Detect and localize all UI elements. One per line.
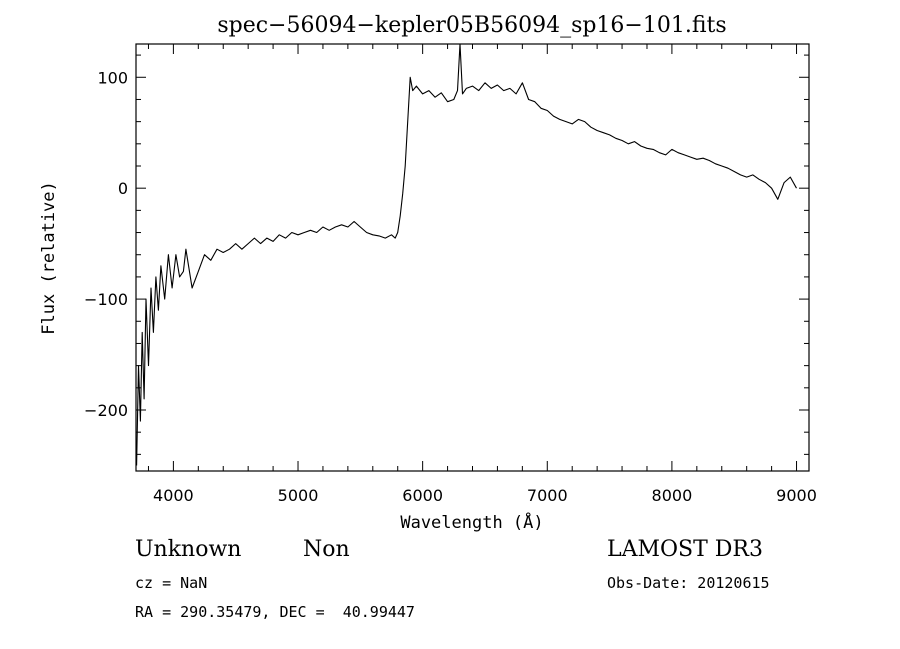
- plot-frame: [135, 43, 810, 472]
- axis-ticks: [136, 44, 809, 471]
- x-tick-label: 6000: [402, 486, 443, 505]
- x-tick-label: 9000: [776, 486, 817, 505]
- obs-date-text: Obs-Date: 20120615: [607, 574, 770, 592]
- redshift-text: cz = NaN: [135, 574, 208, 592]
- x-tick-label: 8000: [652, 486, 693, 505]
- coordinates-text: RA = 290.35479, DEC = 40.99447: [135, 603, 415, 621]
- y-tick-label: 100: [97, 68, 128, 87]
- chart-title: spec−56094−kepler05B56094_sp16−101.fits: [217, 13, 726, 38]
- y-tick-label: −200: [84, 401, 128, 420]
- y-tick-labels: −200 −100 0 100: [84, 68, 128, 420]
- x-tick-label: 5000: [278, 486, 319, 505]
- survey-label: LAMOST DR3: [607, 537, 763, 562]
- spectrum-line: [136, 43, 797, 466]
- x-tick-label: 4000: [153, 486, 194, 505]
- y-tick-label: −100: [84, 290, 128, 309]
- x-tick-label: 7000: [527, 486, 568, 505]
- y-axis-label: Flux (relative): [39, 181, 59, 335]
- x-axis-label: Wavelength (Å): [400, 511, 543, 533]
- y-tick-label: 0: [118, 179, 128, 198]
- object-class: Non: [303, 537, 350, 562]
- x-tick-labels: 4000 5000 6000 7000 8000 9000: [153, 486, 817, 505]
- object-name: Unknown: [135, 537, 242, 562]
